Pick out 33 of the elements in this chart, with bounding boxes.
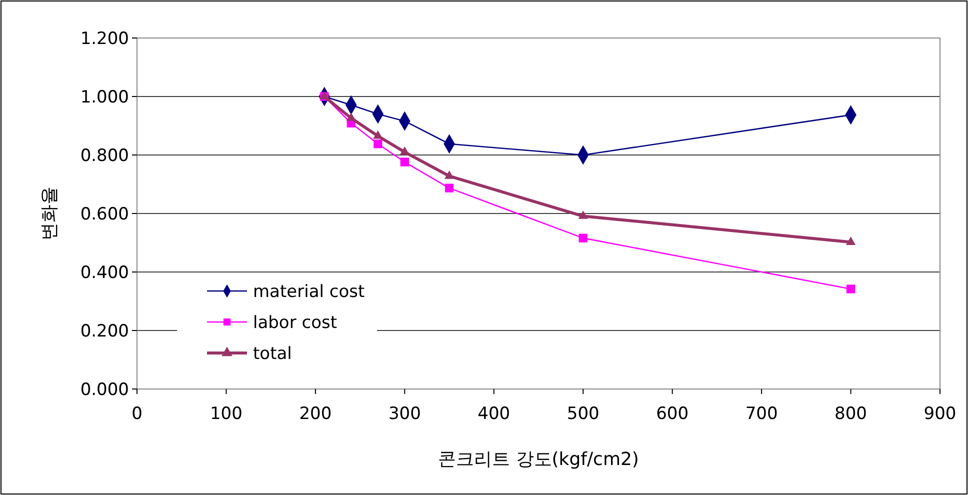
x-tick-label: 800 bbox=[834, 404, 868, 424]
point bbox=[400, 146, 410, 155]
point bbox=[400, 158, 409, 166]
point bbox=[578, 210, 588, 219]
y-tick-label: 0.800 bbox=[80, 146, 129, 166]
y-tick-label: 0.600 bbox=[80, 204, 129, 224]
point bbox=[373, 130, 383, 139]
x-tick-label: 0 bbox=[132, 404, 142, 424]
legend-label: labor cost bbox=[253, 313, 338, 333]
point bbox=[444, 184, 454, 192]
x-tick-label: 700 bbox=[745, 404, 778, 424]
x-tick-label: 600 bbox=[656, 404, 689, 424]
legend-label: total bbox=[253, 344, 292, 364]
x-axis-title: 콘크리트 강도(kgf/cm2) bbox=[438, 449, 639, 470]
y-tick-label: 1.000 bbox=[80, 87, 129, 108]
point bbox=[444, 170, 454, 179]
x-tick-label: 200 bbox=[299, 404, 332, 424]
legend-label: material cost bbox=[253, 282, 365, 302]
point bbox=[346, 112, 356, 121]
y-tick-label: 0.000 bbox=[80, 380, 129, 400]
x-tick-label: 500 bbox=[566, 404, 600, 424]
y-tick-label: 1.200 bbox=[80, 28, 129, 49]
y-tick-label: 0.400 bbox=[80, 262, 129, 283]
x-tick-label: 400 bbox=[478, 404, 510, 424]
x-tick-label: 100 bbox=[210, 404, 242, 424]
point bbox=[846, 284, 856, 294]
point bbox=[374, 140, 382, 148]
y-tick-label: 0.200 bbox=[80, 321, 129, 342]
x-tick-label: 900 bbox=[924, 404, 956, 424]
point bbox=[578, 234, 588, 242]
y-axis-title: 변화율 bbox=[39, 186, 60, 240]
point bbox=[846, 236, 856, 245]
x-tick-label: 300 bbox=[388, 404, 421, 424]
